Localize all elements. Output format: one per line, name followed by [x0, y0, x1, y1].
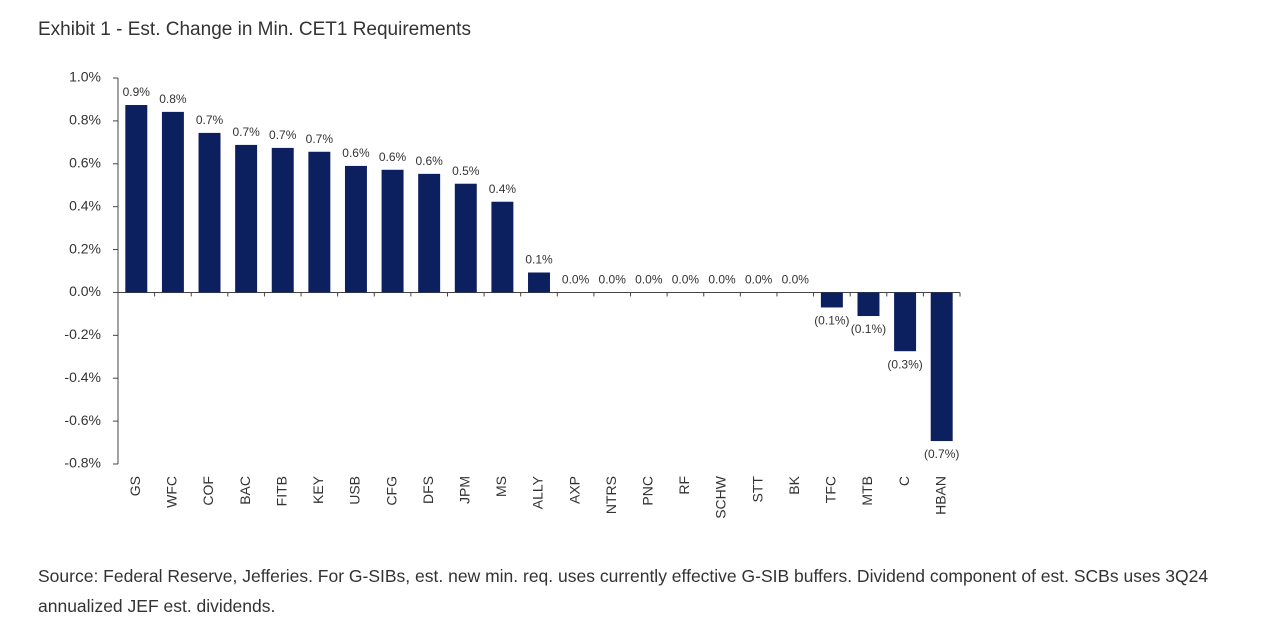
value-label: (0.3%)	[887, 357, 922, 371]
x-tick-label: GS	[127, 476, 143, 496]
x-tick-label: JPM	[456, 476, 472, 504]
x-tick-label: TFC	[823, 476, 839, 503]
value-label: 0.8%	[159, 92, 187, 106]
bar	[857, 292, 880, 317]
x-tick-label: WFC	[164, 476, 180, 508]
source-note: Source: Federal Reserve, Jefferies. For …	[38, 566, 1209, 616]
x-tick-label: DFS	[420, 476, 436, 504]
bar	[308, 151, 331, 293]
bar	[894, 292, 917, 352]
x-tick-label: HBAN	[932, 476, 948, 515]
value-label: 0.1%	[525, 253, 553, 267]
value-label: 0.7%	[232, 125, 260, 139]
bar	[820, 292, 843, 308]
y-tick-label: 1.0%	[69, 69, 101, 85]
bar	[930, 292, 953, 442]
value-label: 0.0%	[635, 273, 663, 287]
x-tick-label: NTRS	[603, 476, 619, 514]
bar	[161, 111, 184, 293]
value-label: 0.7%	[196, 113, 224, 127]
x-tick-label: MTB	[859, 476, 875, 506]
value-label: 0.0%	[745, 273, 773, 287]
bar	[381, 169, 404, 293]
value-label: 0.0%	[599, 273, 627, 287]
value-label: 0.9%	[123, 85, 151, 99]
y-tick-label: 0.8%	[69, 112, 101, 128]
y-tick-label: -0.8%	[64, 455, 101, 471]
y-tick-label: 0.2%	[69, 240, 101, 256]
x-tick-label: KEY	[310, 475, 326, 504]
y-tick-label: -0.4%	[64, 369, 101, 385]
value-label: 0.7%	[269, 128, 297, 142]
x-tick-label: SCHW	[713, 475, 729, 519]
bar	[235, 144, 258, 293]
value-label: (0.7%)	[924, 447, 959, 461]
bar	[344, 165, 367, 293]
bar	[125, 105, 148, 293]
x-tick-label: RF	[676, 476, 692, 495]
x-tick-label: C	[896, 476, 912, 486]
value-label: 0.5%	[452, 164, 480, 178]
bar	[454, 183, 477, 293]
bar	[528, 272, 550, 293]
bar	[198, 132, 221, 293]
x-tick-label: AXP	[566, 476, 582, 504]
x-tick-label: MS	[493, 476, 509, 497]
y-tick-label: 0.4%	[69, 197, 101, 213]
y-tick-label: -0.2%	[64, 326, 101, 342]
bar	[271, 147, 294, 293]
value-label: 0.0%	[562, 273, 590, 287]
y-tick-label: 0.6%	[69, 154, 101, 170]
value-label: 0.6%	[415, 154, 443, 168]
y-tick-label: -0.6%	[64, 412, 101, 428]
x-tick-label: BK	[786, 475, 802, 494]
value-label: 0.7%	[306, 132, 334, 146]
x-tick-label: USB	[347, 476, 363, 505]
bar	[418, 173, 441, 293]
x-tick-label: FITB	[273, 476, 289, 506]
x-tick-label: PNC	[640, 476, 656, 506]
x-tick-label: COF	[200, 476, 216, 506]
value-label: 0.0%	[672, 273, 700, 287]
value-label: 0.6%	[342, 146, 370, 160]
value-label: (0.1%)	[851, 322, 886, 336]
y-tick-label: 0.0%	[69, 283, 101, 299]
x-tick-label: ALLY	[530, 475, 546, 509]
value-label: 0.4%	[489, 182, 517, 196]
bar	[491, 201, 514, 293]
x-tick-label: BAC	[237, 476, 253, 505]
x-tick-label: STT	[749, 476, 765, 503]
chart-title: Exhibit 1 - Est. Change in Min. CET1 Req…	[38, 19, 471, 40]
x-tick-label: CFG	[383, 476, 399, 506]
value-label: 0.6%	[379, 150, 407, 164]
value-label: 0.0%	[782, 273, 810, 287]
value-label: 0.0%	[708, 273, 736, 287]
value-label: (0.1%)	[814, 314, 849, 328]
